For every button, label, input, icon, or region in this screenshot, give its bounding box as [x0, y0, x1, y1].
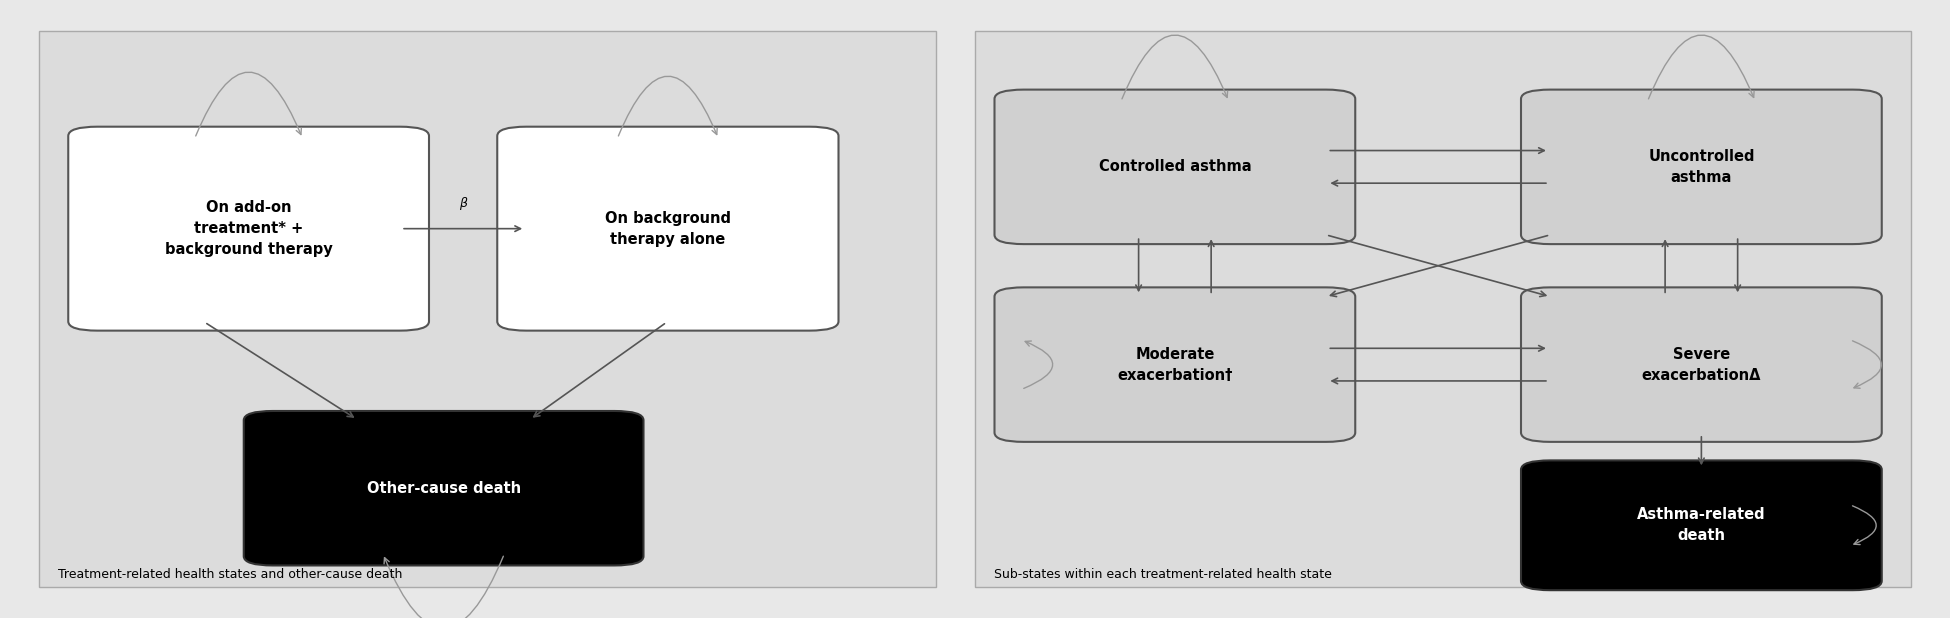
FancyBboxPatch shape: [1521, 287, 1882, 442]
Text: β: β: [458, 197, 468, 210]
FancyBboxPatch shape: [1521, 460, 1882, 590]
FancyBboxPatch shape: [68, 127, 429, 331]
FancyBboxPatch shape: [1521, 90, 1882, 244]
Text: Moderate
exacerbation†: Moderate exacerbation†: [1117, 347, 1232, 383]
Text: Sub-states within each treatment-related health state: Sub-states within each treatment-related…: [994, 568, 1332, 581]
Text: Other-cause death: Other-cause death: [367, 481, 521, 496]
FancyBboxPatch shape: [497, 127, 838, 331]
FancyBboxPatch shape: [994, 90, 1355, 244]
FancyBboxPatch shape: [39, 31, 936, 587]
Text: On background
therapy alone: On background therapy alone: [604, 211, 731, 247]
Text: Asthma-related
death: Asthma-related death: [1638, 507, 1765, 543]
FancyBboxPatch shape: [975, 31, 1911, 587]
Text: On add-on
treatment* +
background therapy: On add-on treatment* + background therap…: [164, 200, 333, 257]
Text: Uncontrolled
asthma: Uncontrolled asthma: [1648, 149, 1755, 185]
Text: Treatment-related health states and other-cause death: Treatment-related health states and othe…: [58, 568, 404, 581]
Text: Controlled asthma: Controlled asthma: [1098, 159, 1252, 174]
Text: Severe
exacerbationΔ: Severe exacerbationΔ: [1642, 347, 1761, 383]
FancyBboxPatch shape: [994, 287, 1355, 442]
FancyBboxPatch shape: [244, 411, 644, 565]
